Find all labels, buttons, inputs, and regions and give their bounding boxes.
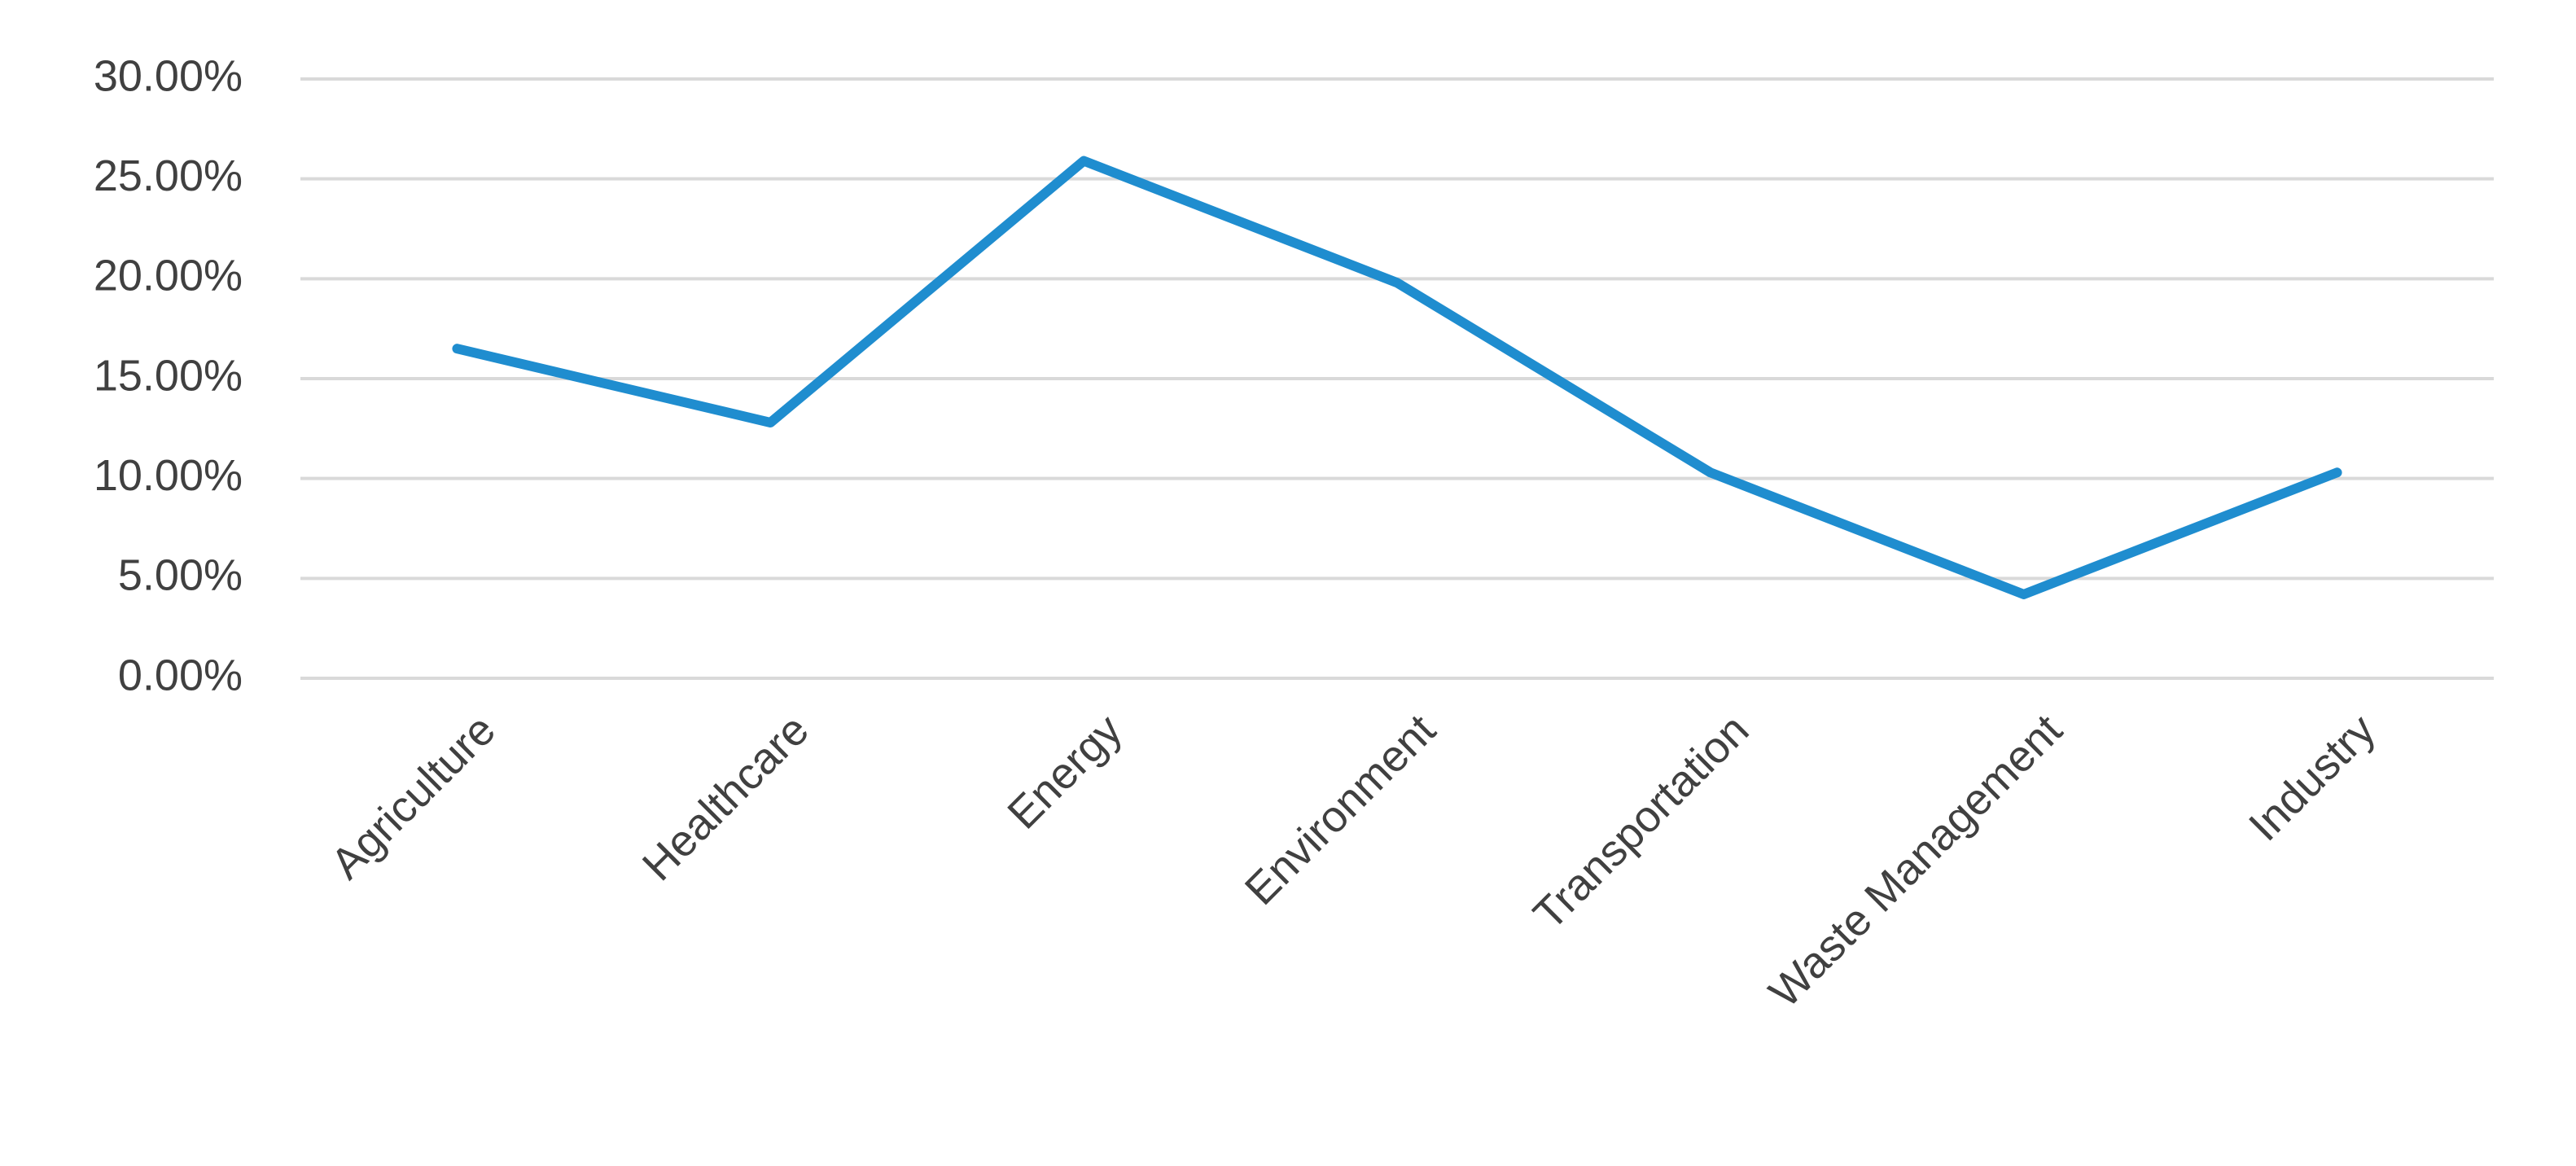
y-tick-label: 25.00%: [94, 151, 243, 200]
y-tick-label: 5.00%: [118, 551, 243, 600]
y-tick-label: 30.00%: [94, 51, 243, 100]
x-tick-label: Healthcare: [633, 705, 818, 890]
x-tick-label: Environment: [1236, 705, 1445, 914]
y-tick-label: 10.00%: [94, 451, 243, 500]
x-tick-label: Transportation: [1524, 705, 1758, 939]
y-tick-label: 0.00%: [118, 651, 243, 699]
x-tick-label: Waste Management: [1760, 705, 2072, 1017]
line-series: [452, 156, 2342, 599]
x-tick-label: Energy: [998, 705, 1131, 838]
y-tick-label: 20.00%: [94, 252, 243, 300]
x-tick-label: Industry: [2240, 705, 2385, 850]
y-tick-label: 15.00%: [94, 351, 243, 400]
x-tick-label: Agriculture: [322, 705, 505, 888]
